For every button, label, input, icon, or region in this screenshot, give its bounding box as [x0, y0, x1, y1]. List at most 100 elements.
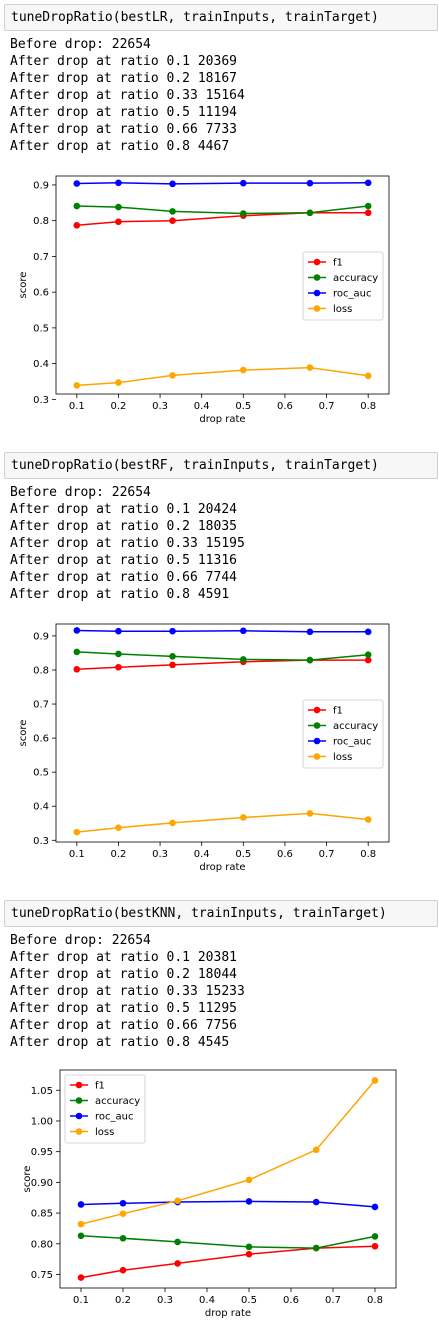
x-tick-label: 0.6 — [283, 1295, 299, 1306]
plot-frame — [59, 1069, 397, 1289]
data-point-loss — [306, 810, 314, 817]
output-line: Before drop: 22654 — [10, 933, 151, 948]
legend-label: roc_auc — [333, 737, 371, 748]
data-point-f1 — [169, 661, 176, 669]
x-tick-label: 0.7 — [325, 1295, 341, 1306]
series-line-roc_auc — [80, 1200, 376, 1208]
y-tick-label: 1.00 — [31, 1116, 53, 1127]
legend-label: accuracy — [95, 1096, 140, 1107]
data-point-loss — [174, 1197, 181, 1205]
series-line-loss — [80, 1079, 376, 1225]
output-line: After drop at ratio 0.8 4591 — [10, 587, 230, 602]
y-tick-label: 0.8 — [33, 665, 49, 676]
output-line: After drop at ratio 0.5 11316 — [10, 553, 237, 568]
line-chart: 0.1 0.2 0.3 0.4 0.5 0.6 0.7 0.8 0.3 0.4 0.5 0.6 0.7 0… — [18, 175, 390, 425]
legend-swatch-marker — [313, 274, 321, 281]
legend-label: roc_auc — [95, 1112, 133, 1123]
series-line-accuracy — [80, 1235, 376, 1249]
data-point-accuracy — [169, 208, 176, 215]
data-point-loss — [364, 816, 372, 823]
data-point-accuracy — [115, 203, 122, 211]
data-point-loss — [312, 1146, 320, 1154]
code-input[interactable]: tuneDropRatio(bestLR, trainInputs, train… — [4, 4, 438, 31]
output-line: After drop at ratio 0.5 11194 — [10, 105, 237, 120]
series-line-f1 — [76, 659, 369, 671]
output-line: After drop at ratio 0.2 18044 — [10, 967, 237, 982]
y-tick-label: 0.4 — [33, 359, 49, 370]
x-tick-label: 0.2 — [110, 401, 126, 412]
output-line: After drop at ratio 0.2 18035 — [10, 519, 237, 534]
data-point-roc_auc — [169, 180, 176, 188]
y-tick-label: 0.6 — [33, 734, 49, 745]
plot-frame — [55, 175, 390, 395]
legend-label: loss — [333, 304, 352, 315]
data-point-loss — [169, 819, 176, 827]
output-line: After drop at ratio 0.1 20424 — [10, 502, 237, 517]
x-tick-label: 0.3 — [152, 849, 168, 860]
series-line-loss — [76, 366, 369, 387]
y-axis-label: score — [18, 272, 29, 299]
legend-label: f1 — [95, 1081, 105, 1092]
x-tick-label: 0.1 — [73, 1295, 89, 1306]
data-point-accuracy — [73, 202, 81, 210]
data-point-f1 — [73, 666, 81, 673]
y-tick-label: 1.05 — [31, 1086, 53, 1097]
data-point-accuracy — [174, 1238, 181, 1246]
output-line: After drop at ratio 0.8 4545 — [10, 1035, 230, 1050]
data-point-roc_auc — [77, 1201, 85, 1208]
y-tick-label: 0.9 — [33, 180, 49, 191]
x-tick-label: 0.1 — [69, 401, 85, 412]
x-tick-label: 0.4 — [194, 849, 210, 860]
data-point-roc_auc — [240, 627, 247, 635]
data-point-accuracy — [371, 1233, 379, 1240]
x-tick-label: 0.5 — [235, 849, 251, 860]
data-point-accuracy — [240, 656, 247, 663]
code-input[interactable]: tuneDropRatio(bestRF, trainInputs, train… — [4, 452, 438, 479]
code-input[interactable]: tuneDropRatio(bestKNN, trainInputs, trai… — [4, 900, 438, 927]
x-tick-label: 0.5 — [235, 401, 251, 412]
data-point-f1 — [364, 656, 372, 664]
y-axis-label: score — [22, 1166, 33, 1193]
x-axis-label: drop rate — [199, 862, 245, 873]
legend-label: accuracy — [333, 721, 378, 732]
data-point-f1 — [73, 222, 81, 229]
y-tick-label: 0.90 — [31, 1178, 53, 1189]
output-line: After drop at ratio 0.1 20381 — [10, 950, 237, 965]
legend-swatch-marker — [313, 737, 321, 745]
y-tick-label: 0.7 — [33, 252, 49, 263]
data-point-accuracy — [169, 653, 176, 660]
data-point-loss — [73, 828, 81, 836]
data-point-roc_auc — [364, 628, 372, 636]
x-tick-label: 0.3 — [157, 1295, 173, 1306]
data-point-f1 — [371, 1242, 379, 1250]
legend-box — [64, 1074, 146, 1144]
series-line-loss — [76, 812, 369, 833]
legend-label: loss — [95, 1127, 114, 1138]
y-tick-label: 0.3 — [33, 836, 49, 847]
data-point-loss — [371, 1077, 379, 1084]
data-point-f1 — [169, 217, 176, 224]
data-point-loss — [115, 379, 122, 386]
legend-swatch-marker — [75, 1097, 83, 1104]
series-line-f1 — [76, 212, 369, 227]
data-point-loss — [245, 1176, 253, 1184]
legend-label: loss — [333, 752, 352, 763]
legend-label: accuracy — [333, 273, 378, 284]
data-point-accuracy — [306, 209, 314, 217]
data-point-accuracy — [119, 1234, 127, 1242]
cell-output: Before drop: 22654 After drop at ratio 0… — [10, 932, 435, 1051]
y-tick-label: 0.75 — [31, 1270, 53, 1281]
x-tick-label: 0.8 — [360, 401, 376, 412]
x-tick-label: 0.7 — [319, 401, 335, 412]
y-tick-label: 0.8 — [33, 216, 49, 227]
data-point-f1 — [245, 1250, 253, 1258]
legend-label: f1 — [333, 258, 343, 269]
data-point-loss — [169, 372, 176, 379]
y-tick-label: 0.5 — [33, 323, 49, 334]
output-line: After drop at ratio 0.2 18167 — [10, 71, 237, 86]
output-line: After drop at ratio 0.66 7733 — [10, 122, 237, 137]
data-point-loss — [115, 824, 122, 831]
data-point-accuracy — [73, 648, 81, 656]
data-point-roc_auc — [119, 1199, 127, 1207]
cell-output: Before drop: 22654 After drop at ratio 0… — [10, 484, 435, 603]
